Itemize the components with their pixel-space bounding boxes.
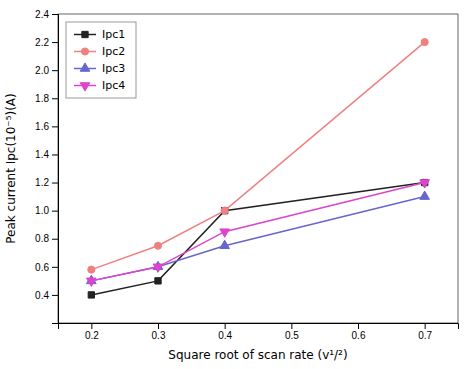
point [154, 242, 161, 249]
tick-label: 0.7 [418, 330, 432, 341]
tick-mark [52, 239, 58, 240]
tick: 0.2 [85, 323, 99, 341]
point [221, 207, 228, 214]
plot: 0.2 0.3 0.4 0.5 0.6 0.7 0.4 0.6 0.8 1.0 1.2 1.4 1.6 1… [35, 9, 458, 341]
tick: 1.6 [35, 121, 58, 132]
tick-mark [52, 154, 58, 155]
tick-label: 0.8 [35, 233, 49, 244]
series-line [91, 197, 424, 281]
point [153, 264, 163, 272]
tick: 2.2 [35, 37, 58, 48]
point [222, 207, 228, 213]
tick-mark [52, 42, 58, 43]
chart: 0.2 0.3 0.4 0.5 0.6 0.7 0.4 0.6 0.8 1.0 1.2 1.4 1.6 1… [0, 0, 474, 369]
tick-mark [52, 211, 58, 212]
tick-label: 1.8 [35, 93, 49, 104]
legend-label: Ipc1 [102, 28, 125, 41]
tick-mark [52, 70, 58, 71]
tick: 0.6 [352, 323, 366, 341]
tick-mark [358, 323, 359, 329]
point [155, 278, 161, 284]
tick-mark [425, 323, 426, 329]
tick: 2.0 [35, 65, 58, 76]
point [421, 39, 428, 46]
tick-label: 0.6 [35, 262, 49, 273]
tick-mark [52, 295, 58, 296]
point [87, 278, 97, 286]
tick: 1.8 [35, 93, 58, 104]
tick: 0.7 [418, 323, 432, 341]
legend-marker [81, 48, 88, 55]
legend-item: Ipc2 [74, 45, 125, 58]
tick-mark [52, 267, 58, 268]
tick-label: 1.0 [35, 205, 49, 216]
legend: Ipc1 Ipc2 Ipc3 Ipc4 [66, 22, 136, 98]
legend-marker [80, 63, 90, 71]
legend-item: Ipc4 [74, 79, 125, 92]
tick-label: 0.4 [218, 330, 232, 341]
frame [58, 14, 458, 323]
tick-mark [52, 183, 58, 184]
tick-label: 2.4 [35, 9, 49, 20]
tick: 0.4 [35, 290, 58, 301]
tick-label: 0.2 [85, 330, 99, 341]
axis-line [52, 15, 59, 324]
tick-label: 1.2 [35, 177, 49, 188]
tick-label: 0.3 [152, 330, 166, 341]
tick: 1.4 [35, 149, 58, 160]
tick-label: 2.2 [35, 37, 49, 48]
tick-label: 0.5 [285, 330, 299, 341]
point [220, 229, 230, 237]
tick: 1.2 [35, 177, 58, 188]
legend-marker [80, 83, 90, 91]
x-axis-title: Square root of scan rate (v¹/²) [168, 348, 347, 362]
tick: 0.4 [218, 323, 232, 341]
point [420, 191, 430, 199]
tick: 0.6 [35, 262, 58, 273]
legend-item: Ipc3 [74, 62, 125, 75]
tick-label: 2.0 [35, 65, 49, 76]
marks [87, 39, 430, 299]
tick: 2.4 [35, 9, 58, 20]
point [220, 240, 230, 248]
point [420, 180, 430, 188]
y-axis: 0.4 0.6 0.8 1.0 1.2 1.4 1.6 1.8 2.0 2.2 2.4 [35, 9, 58, 324]
tick-label: 1.6 [35, 121, 49, 132]
point [88, 292, 94, 298]
tick-mark [291, 323, 292, 329]
tick-mark [52, 126, 58, 127]
tick-mark [158, 323, 159, 329]
legend-item: Ipc1 [74, 28, 125, 41]
point [88, 266, 95, 273]
x-axis: 0.2 0.3 0.4 0.5 0.6 0.7 [59, 323, 459, 341]
tick-label: 0.6 [352, 330, 366, 341]
tick: 1.0 [35, 205, 58, 216]
tick-label: 0.4 [35, 290, 49, 301]
tick: 0.5 [285, 323, 299, 341]
legend-marker [82, 31, 88, 37]
axis-line [59, 324, 459, 330]
legend-box [66, 22, 136, 98]
series-line [91, 42, 424, 270]
tick: 0.3 [152, 323, 166, 341]
y-axis-title: Peak current Ipc(10⁻⁵)(A) [4, 93, 18, 244]
legend-label: Ipc2 [102, 45, 125, 58]
tick: 0.8 [35, 233, 58, 244]
tick-mark [91, 323, 92, 329]
tick-mark [52, 14, 58, 15]
legend-label: Ipc4 [102, 79, 125, 92]
tick-label: 1.4 [35, 149, 49, 160]
tick-mark [225, 323, 226, 329]
series-line [91, 183, 424, 281]
legend-label: Ipc3 [102, 62, 125, 75]
series-line [91, 183, 424, 295]
tick-mark [52, 98, 58, 99]
